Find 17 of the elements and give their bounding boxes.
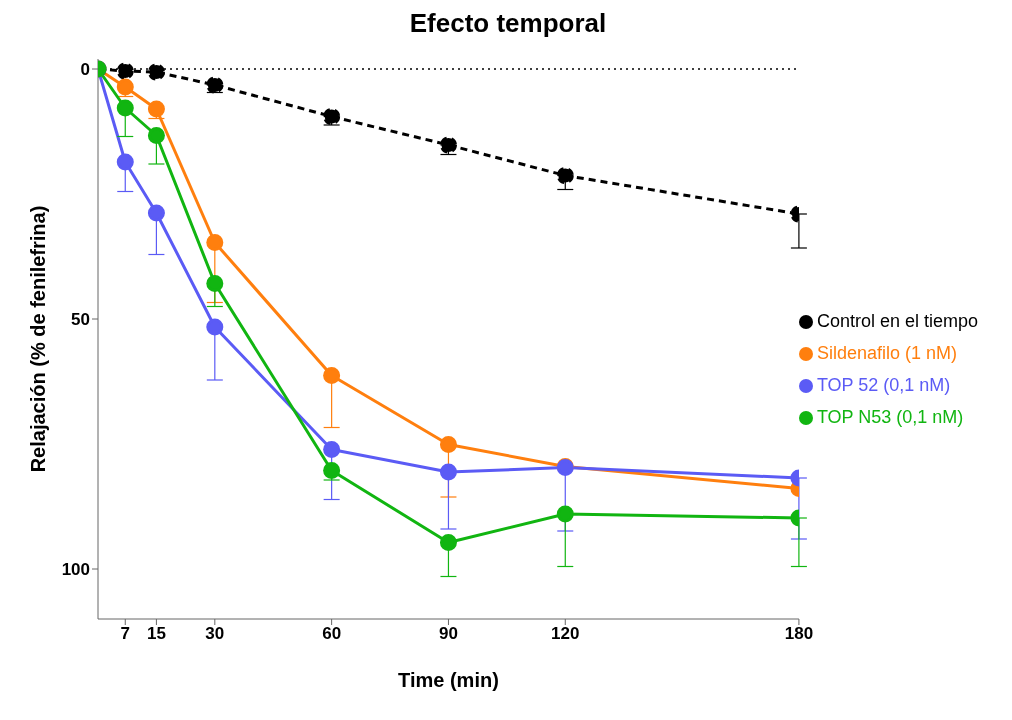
x-tick-label: 90 — [438, 624, 458, 644]
x-tick-label: 180 — [784, 624, 814, 644]
x-axis-title: Time (min) — [398, 669, 499, 691]
x-tick-label: 30 — [205, 624, 225, 644]
y-axis-title: Relajación (% de fenilefrina) — [27, 205, 50, 473]
legend-label: TOP N53 (0,1 nM) — [816, 407, 964, 427]
x-tick-label: 60 — [322, 624, 342, 644]
y-tick-label: 0 — [80, 60, 90, 80]
y-tick-label: 100 — [61, 560, 90, 580]
x-tick-label: 7 — [120, 624, 130, 644]
legend-label: Control en el tiempo — [816, 311, 978, 331]
legend-label: TOP 52 (0,1 nM) — [816, 375, 951, 395]
y-tick-label: 50 — [71, 310, 90, 330]
x-tick-label: 15 — [146, 624, 166, 644]
legend-label: Sildenafilo (1 nM) — [816, 343, 957, 363]
chart-title: Efecto temporal — [408, 8, 608, 39]
x-tick-label: 120 — [551, 624, 580, 644]
